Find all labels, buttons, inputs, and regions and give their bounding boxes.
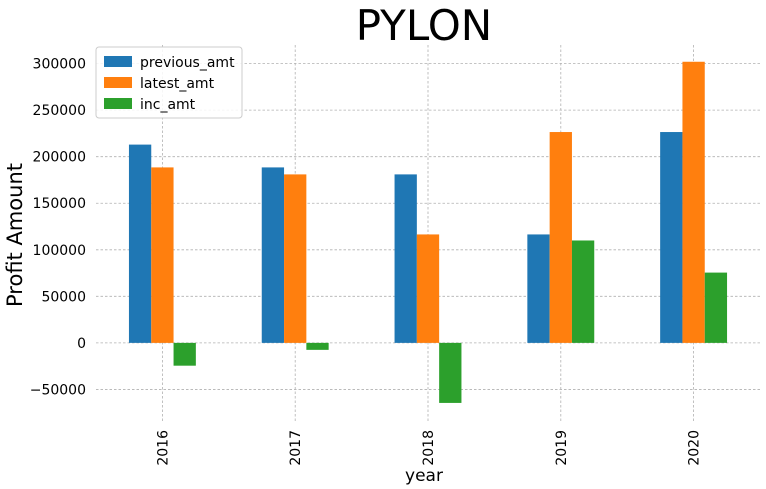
bar-latest_amt-2017 bbox=[284, 174, 307, 343]
bars bbox=[128, 61, 728, 403]
bar-latest_amt-2020 bbox=[682, 61, 705, 343]
x-tick-label: 2017 bbox=[288, 430, 304, 466]
y-tick-label: 200000 bbox=[33, 150, 86, 166]
bar-inc_amt-2016 bbox=[173, 342, 196, 366]
y-tick-label: 300000 bbox=[33, 57, 86, 73]
legend-swatch-inc_amt bbox=[104, 98, 132, 109]
legend-label-previous_amt: previous_amt bbox=[140, 55, 235, 71]
y-tick-label: −50000 bbox=[30, 382, 86, 398]
bar-inc_amt-2019 bbox=[571, 240, 595, 343]
y-axis-ticks: −50000 0 50000 100000 150000 200000 250000 3000… bbox=[30, 57, 86, 399]
legend-label-latest_amt: latest_amt bbox=[140, 76, 215, 92]
bar-inc_amt-2017 bbox=[306, 342, 329, 350]
y-tick-label: 0 bbox=[77, 336, 86, 352]
x-tick-label: 2019 bbox=[554, 430, 570, 466]
bar-inc_amt-2020 bbox=[704, 272, 728, 343]
legend-label-inc_amt: inc_amt bbox=[140, 97, 196, 113]
y-axis-label: Profit Amount bbox=[3, 163, 27, 307]
legend-swatch-previous_amt bbox=[104, 56, 132, 67]
chart-title: PYLON bbox=[356, 1, 492, 50]
x-axis-label: year bbox=[405, 466, 443, 486]
y-tick-label: 250000 bbox=[33, 103, 86, 119]
bar-previous_amt-2020 bbox=[660, 132, 683, 343]
y-tick-label: 150000 bbox=[33, 196, 86, 212]
x-tick-label: 2016 bbox=[155, 430, 171, 466]
bar-latest_amt-2018 bbox=[416, 234, 440, 343]
bar-previous_amt-2017 bbox=[261, 167, 285, 343]
x-tick-label: 2020 bbox=[687, 430, 703, 466]
bar-previous_amt-2018 bbox=[394, 174, 417, 343]
bar-inc_amt-2018 bbox=[439, 342, 462, 403]
bar-previous_amt-2019 bbox=[527, 234, 550, 343]
y-tick-label: 50000 bbox=[41, 289, 86, 305]
y-tick-label: 100000 bbox=[33, 243, 86, 259]
bar-previous_amt-2016 bbox=[128, 144, 152, 343]
x-axis-ticks: 2016 2017 2018 2019 2020 bbox=[155, 430, 702, 466]
legend-frame bbox=[95, 46, 243, 119]
legend-swatch-latest_amt bbox=[104, 77, 132, 88]
bar-latest_amt-2019 bbox=[549, 132, 572, 343]
x-tick-label: 2018 bbox=[421, 430, 437, 466]
bar-latest_amt-2016 bbox=[151, 167, 174, 343]
legend: previous_amt latest_amt inc_amt bbox=[95, 46, 243, 119]
